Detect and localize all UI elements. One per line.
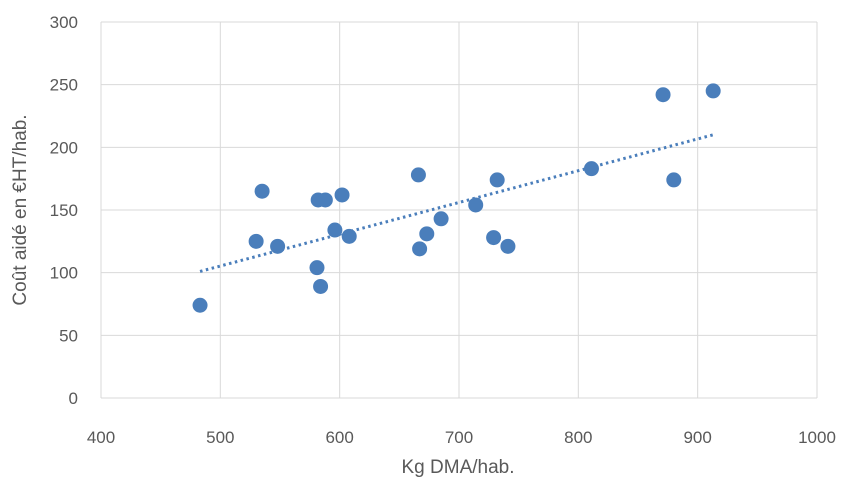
y-axis-title: Coût aidé en €HT/hab. xyxy=(10,114,31,305)
data-point xyxy=(327,222,343,238)
data-point xyxy=(433,211,449,227)
y-tick-label: 200 xyxy=(50,138,78,157)
x-tick-label: 900 xyxy=(683,428,711,447)
x-tick-label: 700 xyxy=(445,428,473,447)
trendline xyxy=(199,133,714,273)
data-points xyxy=(192,83,721,313)
x-axis-title: Kg DMA/hab. xyxy=(402,457,515,478)
data-point xyxy=(254,183,270,199)
x-tick-label: 600 xyxy=(325,428,353,447)
data-point xyxy=(489,172,505,188)
data-point xyxy=(486,230,502,246)
data-point xyxy=(419,226,435,242)
y-tick-label: 300 xyxy=(50,13,78,32)
data-point xyxy=(313,278,329,294)
data-point xyxy=(334,187,350,203)
data-point xyxy=(341,228,357,244)
data-point xyxy=(412,241,428,257)
y-tick-label: 100 xyxy=(50,264,78,283)
x-tick-label: 400 xyxy=(87,428,115,447)
data-point xyxy=(248,233,264,249)
gridlines xyxy=(100,21,818,399)
x-tick-label: 1000 xyxy=(798,428,836,447)
x-axis-ticks: 400 500 600 700 800 900 1000 xyxy=(87,428,836,447)
y-tick-label: 150 xyxy=(50,201,78,220)
y-tick-label: 0 xyxy=(69,389,78,408)
data-point xyxy=(317,192,333,208)
y-axis-ticks: 0 50 100 150 200 250 300 xyxy=(50,13,78,408)
data-point xyxy=(705,83,721,99)
y-tick-label: 50 xyxy=(59,326,78,345)
data-point xyxy=(655,87,671,103)
data-point xyxy=(500,238,516,254)
x-tick-label: 800 xyxy=(564,428,592,447)
data-point xyxy=(666,172,682,188)
x-tick-label: 500 xyxy=(206,428,234,447)
data-point xyxy=(410,167,426,183)
trendline-group xyxy=(199,133,714,273)
y-tick-label: 250 xyxy=(50,76,78,95)
data-point xyxy=(468,197,484,213)
data-point xyxy=(270,238,286,254)
data-point xyxy=(583,161,599,177)
data-point xyxy=(192,297,208,313)
data-point xyxy=(309,260,325,276)
